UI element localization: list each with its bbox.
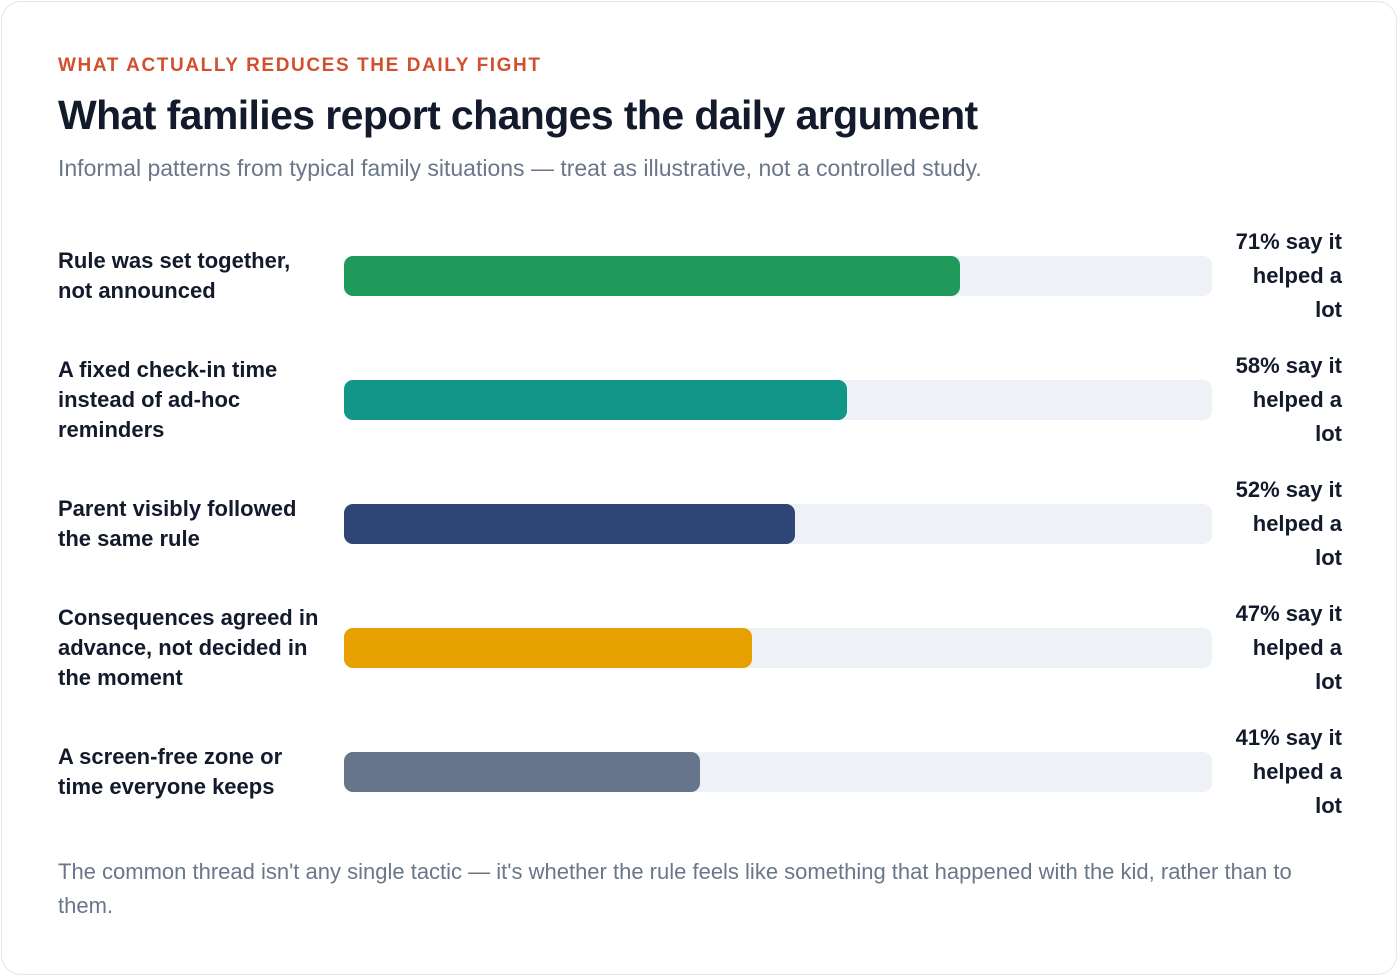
bar-track <box>344 504 1212 544</box>
bar-track <box>344 380 1212 420</box>
eyebrow: WHAT ACTUALLY REDUCES THE DAILY FIGHT <box>58 55 542 76</box>
category-label: Parent visibly followed the same rule <box>58 496 297 551</box>
bar <box>344 256 961 296</box>
bar <box>344 752 700 792</box>
bar-track <box>344 628 1212 668</box>
bar <box>344 628 752 668</box>
chart-title: What families report changes the daily a… <box>58 92 978 138</box>
value-label: 47% say it helped a lot <box>1235 601 1342 694</box>
category-label: Rule was set together, not announced <box>58 248 291 303</box>
bar-track <box>344 256 1212 296</box>
value-label: 58% say it helped a lot <box>1235 353 1342 446</box>
category-label: A fixed check-in time instead of ad-hoc … <box>58 357 278 442</box>
value-label: 52% say it helped a lot <box>1235 477 1342 570</box>
value-label: 71% say it helped a lot <box>1235 229 1342 322</box>
bar <box>344 380 848 420</box>
bar <box>344 504 796 544</box>
chart-footnote: The common thread isn't any single tacti… <box>58 859 1292 918</box>
chart-subtitle: Informal patterns from typical family si… <box>58 155 982 181</box>
value-label: 41% say it helped a lot <box>1235 725 1342 818</box>
bar-track <box>344 752 1212 792</box>
category-label: Consequences agreed in advance, not deci… <box>58 605 319 690</box>
category-label: A screen-free zone or time everyone keep… <box>58 744 283 799</box>
